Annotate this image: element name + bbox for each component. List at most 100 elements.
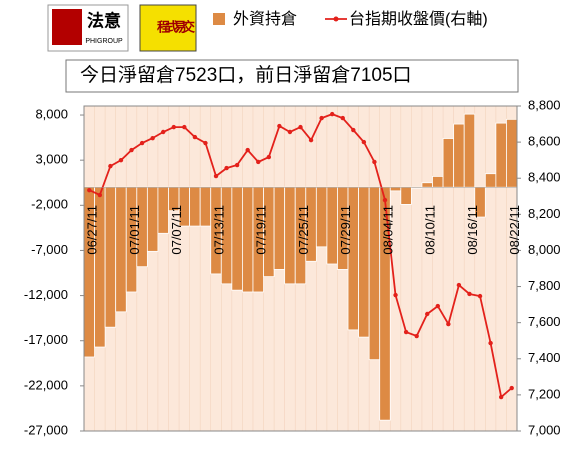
bar [157, 186, 169, 234]
logo1-text: 法意 [87, 10, 121, 30]
y2-tick-label: 7,800 [528, 278, 561, 293]
line-point [425, 311, 430, 317]
line-point [118, 157, 124, 163]
y-tick-label: -7,000 [31, 242, 68, 257]
bar [389, 186, 402, 192]
line-point [372, 159, 377, 165]
bar [506, 118, 518, 188]
line-point [298, 124, 303, 130]
line-point [467, 291, 472, 297]
line-point [256, 159, 261, 165]
x-tick-label: 07/01/11 [127, 205, 142, 255]
line-point [87, 187, 92, 193]
line-point [509, 385, 514, 391]
x-tick-label: 08/22/11 [507, 205, 522, 255]
line-point [203, 140, 208, 146]
y2-tick-label: 7,000 [528, 422, 561, 437]
line-point [108, 163, 113, 169]
legend: 外資持倉 台指期收盤價(右軸) [213, 10, 488, 28]
y2-tick-label: 8,000 [528, 242, 561, 257]
legend-swatch [213, 13, 225, 25]
bar [400, 186, 412, 205]
line-point [245, 147, 250, 153]
line-point [277, 123, 282, 129]
bar [115, 186, 127, 313]
bar [242, 186, 254, 293]
y2-tick-label: 7,400 [528, 350, 561, 365]
line-point [139, 140, 145, 146]
line-point [224, 165, 229, 171]
y2-tick-label: 8,200 [528, 206, 561, 221]
line-point [319, 115, 324, 121]
legend-label: 外資持倉 [233, 10, 297, 28]
line-point [340, 115, 345, 121]
x-tick-label: 07/19/11 [254, 205, 269, 255]
bar [189, 186, 201, 227]
line-point [192, 134, 198, 140]
bar [315, 186, 328, 248]
x-tick-label: 08/10/11 [423, 205, 438, 255]
line-point [403, 329, 409, 335]
bar [484, 173, 497, 188]
y-tick-label: 8,000 [35, 106, 68, 121]
line-point [161, 129, 166, 135]
y-tick-label: -12,000 [24, 287, 68, 302]
line-point [182, 124, 187, 130]
line-point [456, 282, 462, 288]
x-tick-label: 08/16/11 [465, 205, 480, 255]
bar [453, 123, 465, 188]
line-point [129, 147, 134, 153]
bar [146, 186, 159, 252]
line-point [234, 162, 240, 168]
bar [368, 186, 381, 361]
legend-label: 台指期收盤價(右軸) [349, 10, 488, 28]
bar [104, 186, 117, 328]
line-point [414, 333, 419, 339]
bar [495, 122, 507, 188]
line-point [435, 303, 440, 309]
bar [273, 186, 286, 270]
bar [442, 138, 455, 188]
bar [199, 186, 212, 227]
subtitle-frame [65, 59, 519, 93]
bar [231, 186, 243, 291]
logo1-mark [52, 9, 82, 45]
line-point [477, 293, 483, 299]
x-tick-label: 06/27/11 [85, 205, 100, 255]
line-point [488, 340, 493, 346]
y2-tick-label: 8,400 [528, 170, 561, 185]
y2-tick-label: 8,800 [528, 97, 561, 112]
y2-tick-label: 8,600 [528, 134, 561, 149]
y-tick-label: -22,000 [24, 377, 68, 392]
bar [421, 182, 433, 188]
line-point [308, 137, 314, 143]
x-tick-label: 07/13/11 [211, 205, 226, 255]
bar [358, 186, 370, 338]
line-point [351, 127, 356, 133]
legend-dot [333, 16, 339, 22]
line-point [213, 173, 219, 179]
bar [463, 113, 476, 188]
bar [326, 186, 338, 265]
subtitle: 今日淨留倉7523口，前日淨留倉7105口 [80, 64, 412, 86]
line-point [393, 292, 398, 298]
line-point [97, 192, 103, 198]
y-tick-label: -27,000 [24, 422, 68, 437]
line-point [150, 135, 155, 141]
x-tick-label: 07/25/11 [296, 205, 311, 255]
logo2-text: 程式易交 [157, 19, 195, 34]
x-tick-label: 08/04/11 [380, 205, 395, 255]
line-point [361, 139, 367, 145]
line-point [171, 124, 176, 130]
x-tick-label: 07/07/11 [169, 205, 184, 255]
line-point [287, 129, 293, 135]
y-tick-label: -2,000 [31, 197, 68, 212]
line-point [329, 111, 335, 117]
plot-frame [83, 105, 518, 432]
logo1-sub: PHIGROUP [85, 38, 123, 45]
line-point [498, 394, 504, 400]
line-point [446, 321, 451, 327]
bar [284, 186, 296, 285]
y-tick-label: 3,000 [35, 152, 68, 167]
